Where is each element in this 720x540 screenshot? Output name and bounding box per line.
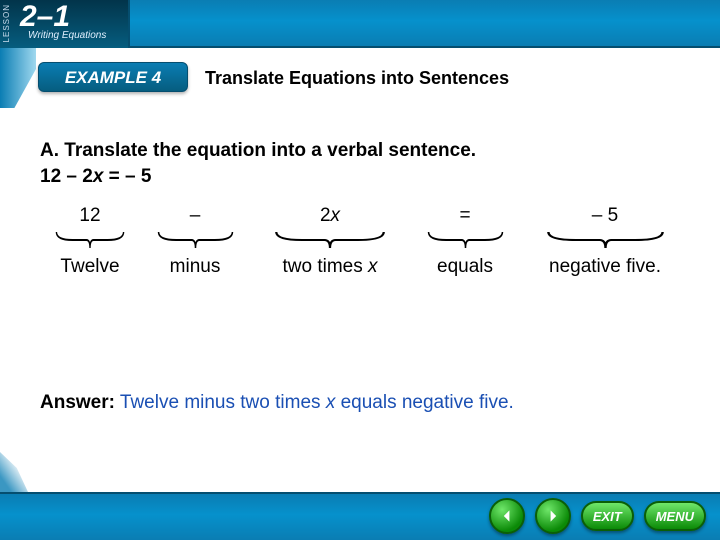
- brace-icon: [157, 230, 234, 250]
- example-label: EXAMPLE 4: [65, 68, 161, 87]
- brace-row: [40, 227, 690, 256]
- prompt-lead: A. Translate the equation into a verbal …: [40, 140, 476, 161]
- corner-decor-top: [0, 48, 36, 108]
- mapping-block: 12 – 2x = – 5 Twelve minus two times x e…: [40, 205, 690, 278]
- menu-label: MENU: [656, 509, 694, 524]
- word-equals: equals: [410, 256, 520, 278]
- answer-after-x: equals negative five.: [335, 392, 514, 413]
- lesson-subtitle: Writing Equations: [28, 30, 106, 41]
- math-x: x: [331, 205, 341, 226]
- answer-text: Twelve minus two times x equals negative…: [120, 392, 514, 413]
- word-minus: minus: [140, 256, 250, 278]
- math-2x: 2x: [250, 205, 410, 227]
- example-tab: EXAMPLE 4: [38, 62, 188, 92]
- math-12: 12: [40, 205, 140, 227]
- brace-icon: [427, 230, 504, 250]
- chevron-right-icon: [545, 508, 561, 524]
- section-title: Translate Equations into Sentences: [205, 68, 509, 89]
- exit-button[interactable]: EXIT: [581, 501, 634, 531]
- exit-label: EXIT: [593, 509, 622, 524]
- bottom-bar: EXIT MENU: [0, 492, 720, 540]
- corner-decor-bottom: [0, 452, 28, 492]
- answer-line: Answer: Twelve minus two times x equals …: [40, 392, 690, 414]
- math-2: 2: [320, 205, 331, 226]
- eq-prefix: 12 – 2: [40, 166, 93, 187]
- answer-x: x: [326, 392, 336, 413]
- lesson-number: 2–1: [20, 0, 70, 34]
- prompt: A. Translate the equation into a verbal …: [40, 138, 680, 189]
- answer-before-x: Twelve minus two times: [120, 392, 326, 413]
- lesson-side-label: LESSON: [2, 4, 11, 42]
- nav-controls: EXIT MENU: [489, 498, 706, 534]
- brace-icon: [546, 230, 665, 250]
- answer-label: Answer:: [40, 392, 115, 413]
- word-x: x: [368, 256, 378, 277]
- prev-button[interactable]: [489, 498, 525, 534]
- math-minus: –: [140, 205, 250, 227]
- word-twelve: Twelve: [40, 256, 140, 278]
- eq-var: x: [93, 166, 104, 187]
- math-row: 12 – 2x = – 5: [40, 205, 690, 227]
- menu-button[interactable]: MENU: [644, 501, 706, 531]
- brace-icon: [55, 230, 125, 250]
- word-two-times-x: two times x: [250, 256, 410, 278]
- chevron-left-icon: [499, 508, 515, 524]
- brace-icon: [274, 230, 386, 250]
- math-equals: =: [410, 205, 520, 227]
- math-neg5: – 5: [520, 205, 690, 227]
- word-row: Twelve minus two times x equals negative…: [40, 256, 690, 278]
- word-negfive: negative five.: [520, 256, 690, 278]
- prompt-equation: 12 – 2x = – 5: [40, 166, 151, 187]
- lesson-tab: LESSON 2–1 Writing Equations: [0, 0, 130, 48]
- eq-suffix: = – 5: [103, 166, 151, 187]
- word-two-times: two times: [282, 256, 368, 277]
- top-bar: LESSON 2–1 Writing Equations: [0, 0, 720, 48]
- next-button[interactable]: [535, 498, 571, 534]
